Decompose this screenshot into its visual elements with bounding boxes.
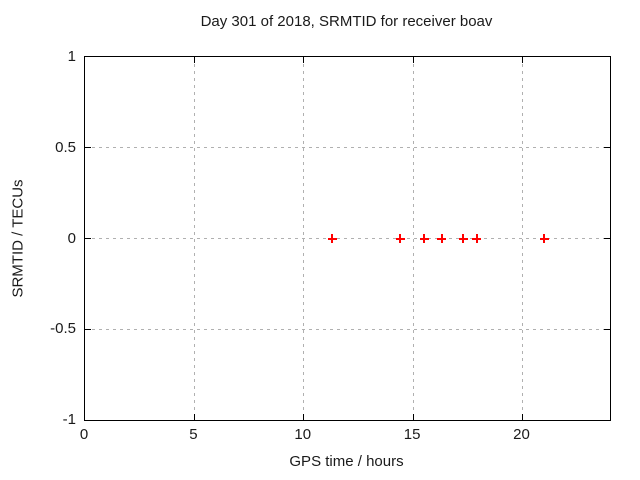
x-tick-mark-top <box>522 57 523 63</box>
y-tick-label: 1 <box>67 48 76 65</box>
y-axis-label: SRMTID / TECUs <box>9 179 27 298</box>
x-tick-mark-top <box>303 57 305 63</box>
x-tick-mark-top <box>412 57 414 63</box>
x-tick-label: 5 <box>189 426 198 443</box>
y-tick-mark-left <box>85 147 91 149</box>
y-tick-mark-left <box>85 328 91 330</box>
y-gridline <box>85 238 610 239</box>
x-tick-label: 10 <box>294 426 312 443</box>
y-tick-mark-right <box>604 147 610 149</box>
x-axis-label: GPS time / hours <box>289 453 404 470</box>
marker-vbar <box>331 234 334 243</box>
y-gridline <box>85 328 610 330</box>
x-tick-mark-top <box>193 57 195 63</box>
data-point-marker <box>539 234 549 243</box>
x-tick-label: 20 <box>513 426 530 443</box>
y-tick-label: -1 <box>62 411 76 428</box>
marker-vbar <box>543 234 546 243</box>
chart-title: Day 301 of 2018, SRMTID for receiver boa… <box>200 13 493 30</box>
data-point-marker <box>437 234 447 243</box>
y-tick-label: 0 <box>67 229 76 247</box>
data-point-marker <box>472 234 482 243</box>
data-point-marker <box>327 234 337 243</box>
y-tick-mark-right <box>604 238 610 239</box>
marker-vbar <box>475 234 478 243</box>
x-tick-mark-bottom <box>303 414 305 420</box>
x-tick-mark-bottom <box>522 414 523 420</box>
y-tick-mark-left <box>85 238 91 239</box>
marker-vbar <box>440 234 443 243</box>
data-point-marker <box>395 234 405 243</box>
y-tick-label: 0.5 <box>55 138 76 156</box>
x-tick-label: 0 <box>79 426 89 443</box>
y-gridline <box>85 147 610 149</box>
x-tick-label: 15 <box>403 426 421 443</box>
marker-vbar <box>462 234 465 243</box>
x-tick-mark-bottom <box>193 414 195 420</box>
data-point-marker <box>458 234 468 243</box>
marker-vbar <box>423 234 426 243</box>
x-tick-mark-bottom <box>412 414 414 420</box>
y-tick-label: -0.5 <box>50 320 76 338</box>
data-point-marker <box>419 234 429 243</box>
y-tick-mark-right <box>604 328 610 330</box>
marker-vbar <box>399 234 401 243</box>
plot-area <box>84 56 611 421</box>
